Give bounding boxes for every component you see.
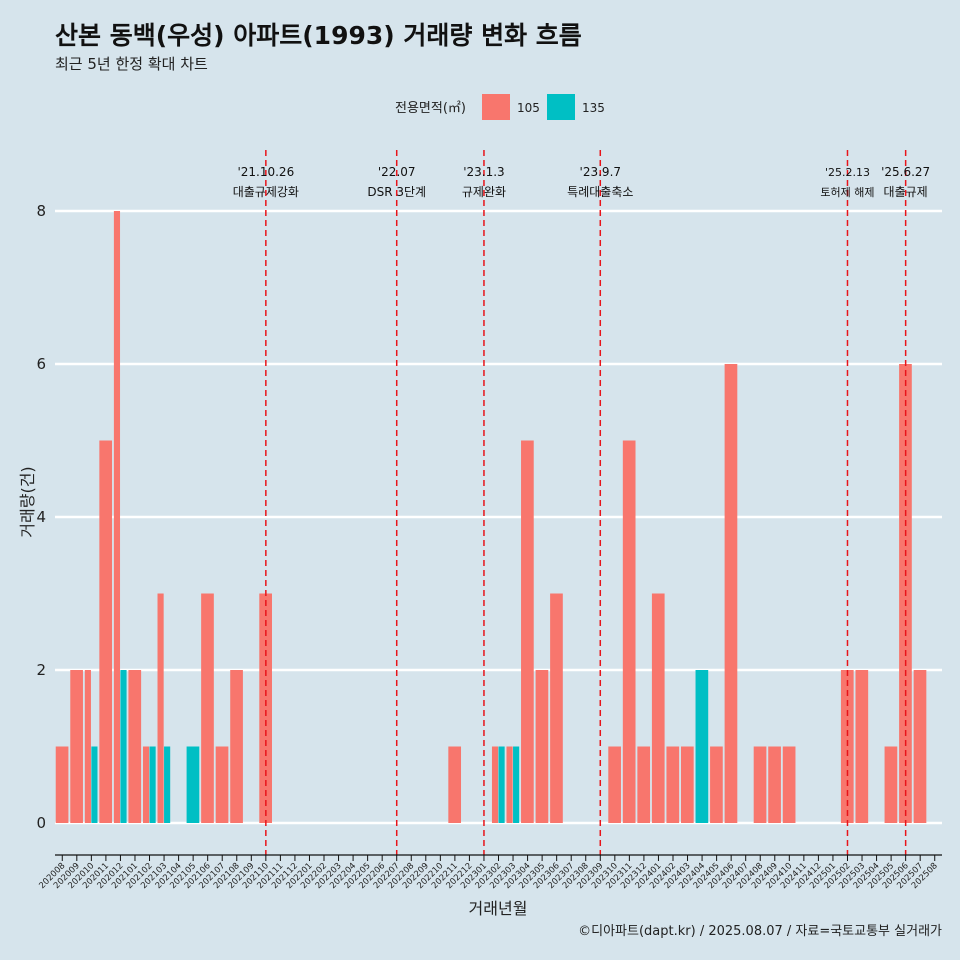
bar-105-202402 xyxy=(666,746,680,823)
event-label: DSR 3단계 xyxy=(367,185,426,199)
y-axis: 0 2 4 6 8 xyxy=(36,202,46,832)
legend: 전용면적(㎡) 105 135 xyxy=(395,94,605,120)
bar-105-202102 xyxy=(142,746,150,823)
legend-label-105: 105 xyxy=(517,101,540,115)
bar-135-202404 xyxy=(695,670,709,823)
event-date: '23.1.3 xyxy=(463,165,504,179)
bar-105-202110 xyxy=(259,593,272,823)
bar-135-202012 xyxy=(120,670,127,823)
bar-105-202106 xyxy=(201,593,214,823)
bar-105-202303 xyxy=(506,746,513,823)
bar-105-202405 xyxy=(710,746,723,823)
bar-105-202304 xyxy=(521,440,534,823)
bar-135-202010 xyxy=(91,746,98,823)
event-date: '25.2.13 xyxy=(825,166,870,179)
bar-135-202302 xyxy=(498,746,505,823)
bar-105-202502 xyxy=(840,670,854,823)
bar-105-202009 xyxy=(70,670,83,823)
bar-105-202010 xyxy=(84,670,91,823)
bar-105-202408 xyxy=(753,746,767,823)
y-tick-label: 2 xyxy=(36,661,46,679)
x-axis-title: 거래년월 xyxy=(469,899,528,918)
event-annotations: '21.10.26 대출규제강화 '22.07 DSR 3단계 '23.1.3 규제완화 '… xyxy=(233,165,930,199)
bar-105-202503 xyxy=(855,670,869,823)
event-label: 토허제 해제 xyxy=(820,185,874,199)
bar-105-202211 xyxy=(448,746,462,823)
bar-105-202409 xyxy=(768,746,781,823)
event-label: 대출규제 xyxy=(884,185,928,199)
event-label: 대출규제강화 xyxy=(233,185,299,199)
chart-title: 산본 동백(우성) 아파트(1993) 거래량 변화 흐름 xyxy=(55,21,582,50)
event-date: '22.07 xyxy=(378,165,416,179)
bar-105-202011 xyxy=(99,440,113,823)
y-tick-label: 8 xyxy=(36,202,46,220)
legend-label-135: 135 xyxy=(582,101,605,115)
y-tick-label: 4 xyxy=(36,508,46,526)
bar-135-202102 xyxy=(149,746,156,823)
legend-title: 전용면적(㎡) xyxy=(395,101,466,116)
event-label: 특례대출축소 xyxy=(567,185,633,199)
bar-105-202306 xyxy=(550,593,563,823)
event-lines xyxy=(265,150,907,855)
bar-105-202410 xyxy=(782,746,796,823)
legend-swatch-105 xyxy=(482,94,510,120)
legend-swatch-135 xyxy=(547,94,575,120)
bars xyxy=(55,211,927,823)
bar-105-202311 xyxy=(622,440,636,823)
bar-105-202312 xyxy=(637,746,651,823)
event-label: 규제완화 xyxy=(462,185,506,199)
bar-105-202103 xyxy=(157,593,164,823)
bar-135-202303 xyxy=(513,746,520,823)
y-tick-label: 6 xyxy=(36,355,46,373)
x-axis: 2020082020092020102020112020122021012021… xyxy=(37,854,942,891)
event-date: '23.9.7 xyxy=(580,165,621,179)
caption: ©디아파트(dapt.kr) / 2025.08.07 / 자료=국토교통부 실… xyxy=(578,924,942,939)
bar-135-202105 xyxy=(186,746,200,823)
event-date: '21.10.26 xyxy=(237,165,294,179)
bar-105-202108 xyxy=(230,670,243,823)
bar-105-202403 xyxy=(680,746,694,823)
y-tick-label: 0 xyxy=(36,814,46,832)
bar-105-202305 xyxy=(535,670,549,823)
grid-lines xyxy=(55,209,942,825)
y-axis-title: 거래량(건) xyxy=(18,466,37,537)
event-date: '25.6.27 xyxy=(881,165,930,179)
bar-105-202401 xyxy=(651,593,665,823)
bar-105-202406 xyxy=(724,364,738,823)
bar-105-202507 xyxy=(913,670,927,823)
bar-135-202103 xyxy=(164,746,171,823)
bar-105-202505 xyxy=(884,746,898,823)
chart-subtitle: 최근 5년 한정 확대 차트 xyxy=(55,55,208,73)
bar-105-202302 xyxy=(491,746,499,823)
bar-105-202101 xyxy=(128,670,142,823)
bar-105-202008 xyxy=(55,746,69,823)
bar-105-202012 xyxy=(113,211,121,823)
bar-105-202310 xyxy=(608,746,621,823)
bar-105-202107 xyxy=(215,746,229,823)
